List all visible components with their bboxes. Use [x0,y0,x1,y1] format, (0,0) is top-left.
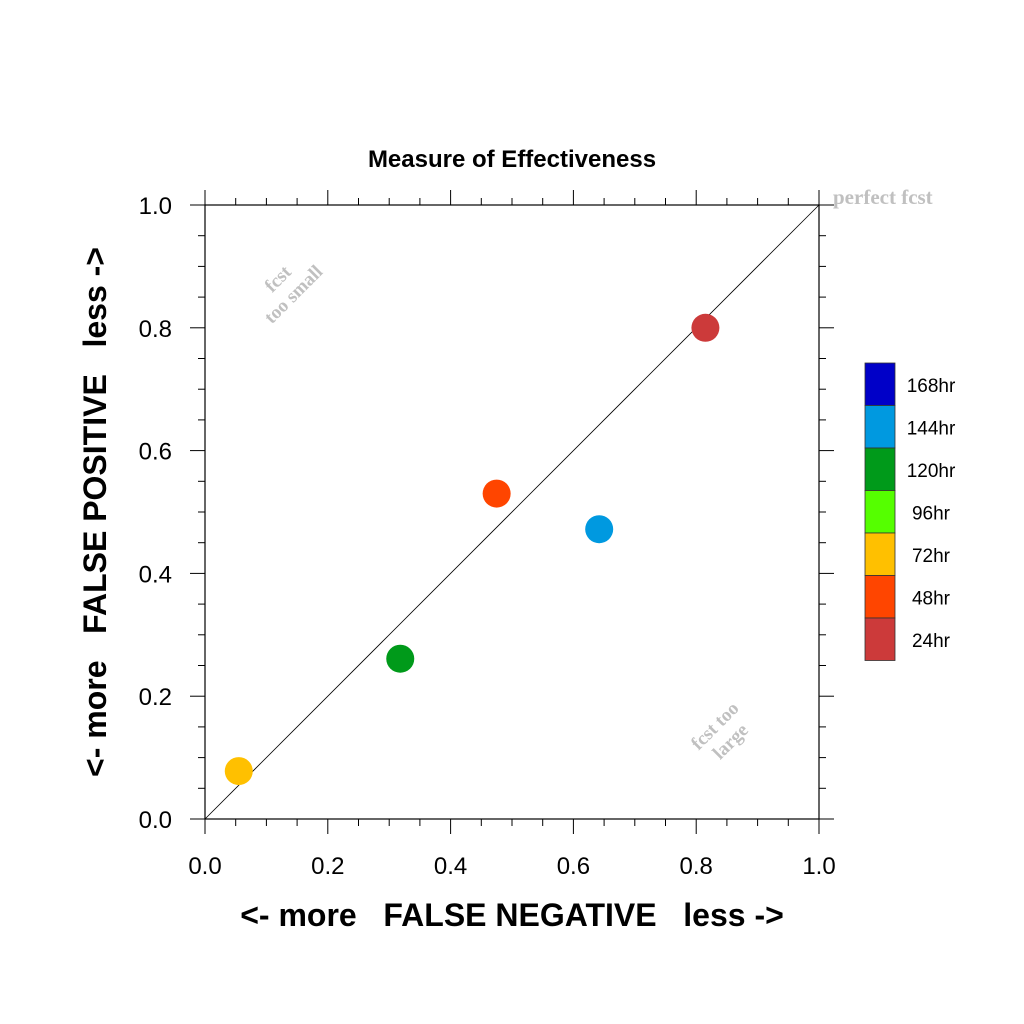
point-48hr [482,479,511,508]
legend-swatch-72hr [864,532,896,576]
y-tick-labels: 0.0 0.2 0.4 0.6 0.8 1.0 [139,193,172,834]
legend: 168hr 144hr 120hr 96hr 72hr 48hr 24hr [864,362,956,661]
too-large-annotation: fcst too large [687,698,753,764]
y-tick-label: 1.0 [139,193,172,220]
perfect-forecast-diagonal [204,204,820,820]
axis-ticks [190,190,834,834]
too-small-annotation: fcst too small [260,261,327,328]
x-tick-label: 0.2 [311,853,344,880]
legend-swatch-96hr [864,490,896,534]
x-axis-label: <- more FALSE NEGATIVE less -> [240,897,784,933]
legend-label-48hr: 48hr [912,589,951,610]
point-72hr [224,757,253,786]
y-tick-label: 0.0 [139,807,172,834]
x-tick-label: 0.6 [557,853,590,880]
point-120hr [386,644,415,673]
chart-title: Measure of Effectiveness [368,146,656,173]
legend-swatch-168hr [864,362,896,406]
perfect-forecast-annotation: perfect fcst [833,185,933,209]
y-tick-label: 0.4 [139,561,172,588]
y-tick-label: 0.8 [139,316,172,343]
x-tick-label: 1.0 [802,853,835,880]
y-tick-label: 0.6 [139,439,172,466]
legend-label-24hr: 24hr [912,631,951,652]
legend-swatch-144hr [864,405,896,449]
x-tick-label: 0.0 [188,853,221,880]
legend-label-120hr: 120hr [907,461,956,482]
legend-label-72hr: 72hr [912,546,951,567]
point-24hr [691,313,720,342]
legend-swatch-48hr [864,575,896,619]
plot-frame [204,204,820,820]
legend-swatch-24hr [864,617,896,661]
y-tick-label: 0.2 [139,684,172,711]
legend-label-144hr: 144hr [907,419,956,440]
legend-label-96hr: 96hr [912,504,951,525]
x-tick-labels: 0.0 0.2 0.4 0.6 0.8 1.0 [188,853,835,880]
data-points [224,313,720,786]
y-axis-label: <- more FALSE POSITIVE less -> [77,247,113,777]
legend-swatch-120hr [864,447,896,491]
x-tick-label: 0.8 [680,853,713,880]
x-tick-label: 0.4 [434,853,467,880]
legend-label-168hr: 168hr [907,376,956,397]
point-144hr [585,515,614,544]
